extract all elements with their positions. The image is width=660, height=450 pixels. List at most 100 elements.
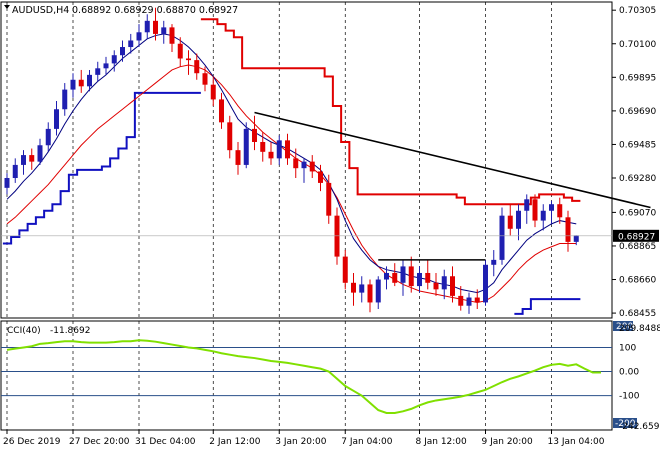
channel-upper-line xyxy=(200,18,581,206)
candle xyxy=(425,259,431,290)
candle-body xyxy=(392,272,398,283)
cci-top-value: 209.8488 xyxy=(619,324,660,334)
slow-ma-line xyxy=(6,64,577,303)
candle xyxy=(507,204,513,236)
price-tick-label: 0.68660 xyxy=(619,276,656,286)
candle xyxy=(392,263,398,287)
candle xyxy=(532,194,538,228)
header-ohlc: 0.68892 0.68929 0.68870 0.68927 xyxy=(72,5,238,16)
candle xyxy=(12,158,18,183)
cci-top-badge xyxy=(613,321,633,331)
candle xyxy=(194,53,200,80)
candle xyxy=(466,292,472,314)
candle xyxy=(136,24,142,48)
price-tick-label: 0.69280 xyxy=(619,174,656,184)
candle-body xyxy=(153,20,158,34)
candle-body xyxy=(70,79,76,90)
price-tick-label: 0.68455 xyxy=(619,309,656,319)
time-tick-label: 2 Jan 12:00 xyxy=(209,437,261,447)
candle-body xyxy=(573,235,579,242)
candle-body xyxy=(29,155,35,162)
candle-body xyxy=(136,32,142,41)
candle-body xyxy=(507,215,513,229)
candle-body xyxy=(417,272,422,287)
price-channels xyxy=(2,18,581,315)
moving-averages xyxy=(6,33,577,303)
price-tick-label: 0.69485 xyxy=(619,140,656,150)
candle-body xyxy=(474,297,480,303)
candle xyxy=(103,56,109,75)
candle-body xyxy=(359,284,365,293)
candle xyxy=(549,200,554,224)
cci-label: CCI(40) xyxy=(7,326,41,336)
candle xyxy=(95,61,101,82)
candle-body xyxy=(45,128,51,146)
candle-body xyxy=(243,128,249,165)
candle-body xyxy=(4,178,10,188)
candle-body xyxy=(408,266,414,287)
candle-body xyxy=(309,161,315,172)
collapse-triangle-icon[interactable] xyxy=(4,5,10,9)
candle xyxy=(557,197,563,224)
candle-body xyxy=(194,60,200,74)
candle-body xyxy=(169,27,175,44)
candle xyxy=(235,141,241,175)
candle xyxy=(161,20,167,44)
candle xyxy=(219,92,224,129)
candle xyxy=(87,69,92,92)
time-tick-label: 31 Dec 04:00 xyxy=(135,437,196,447)
candle-body xyxy=(318,171,323,183)
candle xyxy=(342,250,348,290)
price-grid xyxy=(0,1,613,319)
candle xyxy=(400,259,406,296)
channel-lower-line xyxy=(2,91,581,315)
candle xyxy=(54,101,59,136)
time-tick-label: 27 Dec 20:00 xyxy=(69,437,130,447)
candle xyxy=(186,50,191,75)
candle-body xyxy=(450,276,455,296)
candle-body xyxy=(425,272,431,283)
candle-body xyxy=(227,122,233,151)
price-tick-label: 0.69690 xyxy=(619,107,656,117)
candle-body xyxy=(103,63,109,69)
candle-body xyxy=(37,145,43,162)
candle-body xyxy=(400,266,406,283)
cci-value: -11.8692 xyxy=(50,326,90,336)
candle-body xyxy=(87,74,92,87)
candle xyxy=(276,135,282,165)
candle xyxy=(293,148,299,179)
time-axis: 26 Dec 2019 27 Dec 20:00 31 Dec 04:00 2 Jan… xyxy=(1,429,612,447)
candle xyxy=(120,40,125,62)
candle-body xyxy=(326,182,332,216)
header-symbol: AUDUSD,H4 xyxy=(12,5,69,16)
candle xyxy=(450,266,455,303)
main-panel-frame xyxy=(0,1,613,319)
candle xyxy=(491,250,497,277)
candle xyxy=(78,69,84,93)
candle-body xyxy=(375,279,381,303)
candle xyxy=(21,150,26,175)
price-tick-label: 0.68865 xyxy=(619,242,656,252)
cci-level-label: -100 xyxy=(619,392,640,402)
candle-body xyxy=(202,73,208,85)
candle xyxy=(516,204,521,241)
time-tick-label: 7 Jan 04:00 xyxy=(341,437,393,447)
candle-body xyxy=(532,199,538,221)
candle xyxy=(441,269,447,300)
candle xyxy=(45,122,51,152)
candle xyxy=(210,76,216,106)
candle xyxy=(375,276,381,309)
time-tick-label: 8 Jan 12:00 xyxy=(416,437,468,447)
candle xyxy=(565,210,571,252)
cci-bottom-value: -242.6591 xyxy=(619,422,660,432)
candle-body xyxy=(441,276,447,290)
candle xyxy=(202,66,208,92)
candle xyxy=(524,194,530,224)
candle-body xyxy=(21,155,26,165)
candle-body xyxy=(177,43,183,59)
candle-body xyxy=(466,297,472,306)
time-tick-label: 26 Dec 2019 xyxy=(3,437,61,447)
candle xyxy=(318,164,323,192)
time-tick-label: 3 Jan 20:00 xyxy=(275,437,327,447)
